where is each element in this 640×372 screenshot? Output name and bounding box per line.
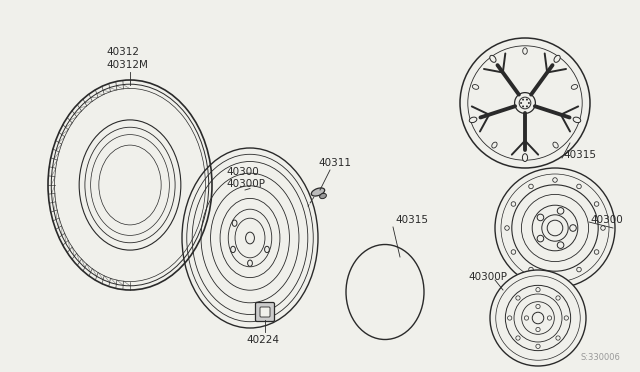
Circle shape <box>553 178 557 182</box>
Ellipse shape <box>572 84 578 89</box>
Circle shape <box>595 250 599 254</box>
Circle shape <box>557 242 564 248</box>
Circle shape <box>511 202 516 206</box>
Circle shape <box>516 296 520 300</box>
Ellipse shape <box>264 246 269 253</box>
Ellipse shape <box>472 84 479 89</box>
FancyBboxPatch shape <box>260 307 270 317</box>
Ellipse shape <box>522 154 527 161</box>
Text: 40300P: 40300P <box>226 179 265 189</box>
Circle shape <box>537 235 544 242</box>
Circle shape <box>601 226 605 230</box>
Circle shape <box>536 304 540 309</box>
Ellipse shape <box>230 246 236 253</box>
Circle shape <box>532 312 544 324</box>
Ellipse shape <box>573 117 580 123</box>
Ellipse shape <box>311 188 324 196</box>
Circle shape <box>577 267 581 272</box>
Circle shape <box>536 327 540 332</box>
Circle shape <box>526 105 528 108</box>
Circle shape <box>556 336 560 340</box>
Text: 40300: 40300 <box>226 167 259 177</box>
FancyBboxPatch shape <box>255 302 275 321</box>
Ellipse shape <box>246 232 255 244</box>
Text: 40300: 40300 <box>590 215 623 225</box>
Circle shape <box>522 99 524 100</box>
Circle shape <box>570 225 576 231</box>
Circle shape <box>547 220 563 236</box>
Circle shape <box>595 202 599 206</box>
Ellipse shape <box>319 193 326 199</box>
Ellipse shape <box>523 48 527 54</box>
Circle shape <box>577 184 581 189</box>
Ellipse shape <box>232 220 237 226</box>
Circle shape <box>526 99 528 100</box>
Ellipse shape <box>553 142 558 148</box>
Circle shape <box>524 316 529 320</box>
Circle shape <box>564 316 568 320</box>
Circle shape <box>557 208 564 214</box>
Circle shape <box>460 38 590 168</box>
Circle shape <box>528 102 530 104</box>
Circle shape <box>537 214 544 221</box>
Circle shape <box>536 344 540 349</box>
Circle shape <box>519 97 531 109</box>
Text: 40312M: 40312M <box>106 60 148 70</box>
Ellipse shape <box>248 260 252 266</box>
Circle shape <box>553 274 557 278</box>
Ellipse shape <box>554 55 560 62</box>
Ellipse shape <box>469 117 477 123</box>
Circle shape <box>536 288 540 292</box>
Text: S:330006: S:330006 <box>580 353 620 362</box>
Circle shape <box>515 93 536 113</box>
Circle shape <box>490 270 586 366</box>
Circle shape <box>495 168 615 288</box>
Text: 40312: 40312 <box>106 47 139 57</box>
Circle shape <box>547 316 552 320</box>
Text: 40311: 40311 <box>318 158 351 168</box>
Ellipse shape <box>346 244 424 340</box>
Text: 40224: 40224 <box>246 335 280 345</box>
Circle shape <box>516 336 520 340</box>
Text: 40315: 40315 <box>563 150 596 160</box>
Circle shape <box>529 267 533 272</box>
Circle shape <box>505 226 509 230</box>
Ellipse shape <box>492 142 497 148</box>
Circle shape <box>508 316 512 320</box>
Circle shape <box>511 250 516 254</box>
Ellipse shape <box>490 55 496 62</box>
Text: 40300P: 40300P <box>468 272 507 282</box>
Circle shape <box>520 102 522 104</box>
Circle shape <box>556 296 560 300</box>
Text: 40315: 40315 <box>395 215 428 225</box>
Circle shape <box>529 184 533 189</box>
Circle shape <box>522 105 524 108</box>
